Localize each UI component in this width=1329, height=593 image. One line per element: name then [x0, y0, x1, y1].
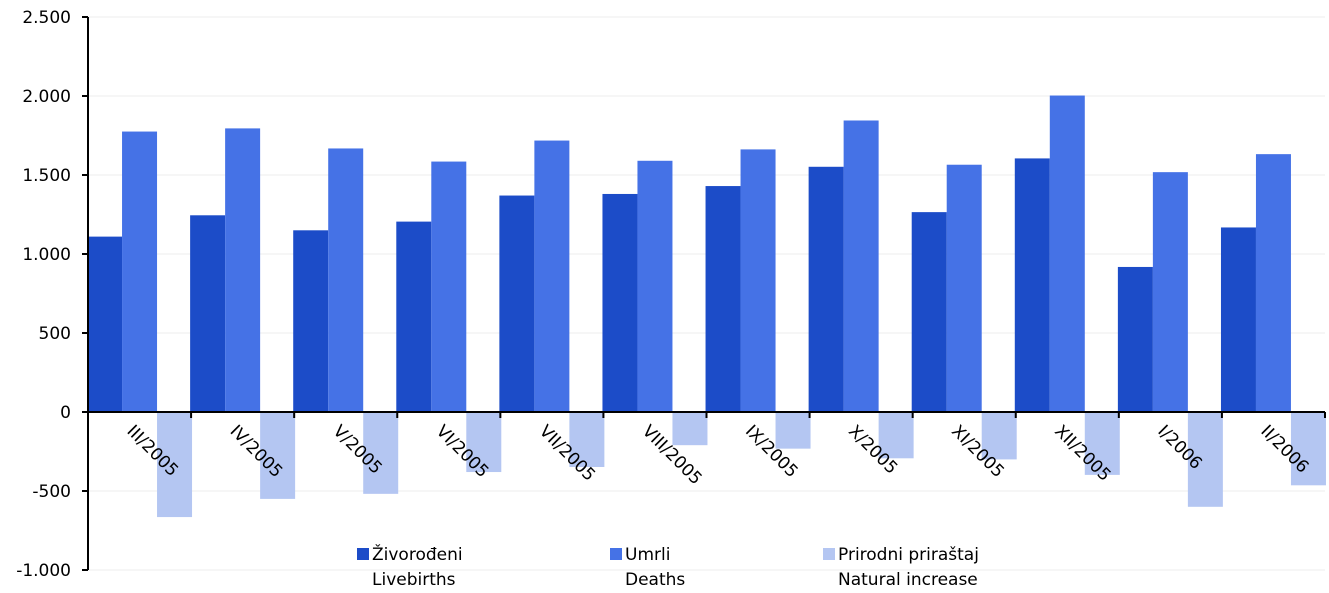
bar-natural-increase [878, 412, 914, 459]
y-tick-label: 500 [39, 324, 71, 344]
bar-natural-increase [672, 412, 708, 446]
bar-deaths [637, 160, 673, 412]
bar-deaths [122, 131, 158, 413]
y-tick-label: -1.000 [16, 561, 71, 581]
y-tick-label: 0 [60, 403, 71, 423]
bar-livebirths [1014, 158, 1050, 412]
bar-natural-increase [466, 412, 502, 473]
bar-deaths [843, 120, 879, 413]
bar-natural-increase [981, 412, 1017, 460]
bar-deaths [740, 149, 776, 413]
bar-natural-increase [260, 412, 296, 499]
legend: Živorođeni Livebirths Umrli Deaths Prirodni … [357, 543, 979, 590]
bar-livebirths [808, 166, 844, 412]
bar-deaths [534, 140, 570, 412]
bar-natural-increase [363, 412, 399, 494]
bar-deaths [1049, 95, 1085, 412]
y-tick-labels: 2.500 2.000 1.500 1.000 500 0 -500 -1.000 [16, 8, 88, 581]
bar-livebirths [499, 195, 535, 412]
legend-label-en-deaths: Deaths [625, 570, 685, 590]
y-tick-label: -500 [32, 482, 71, 502]
bar-natural-increase [157, 412, 193, 518]
legend-label-livebirths: Živorođeni [372, 543, 463, 565]
legend-label-deaths: Umrli [625, 545, 670, 565]
bar-livebirths [705, 186, 741, 412]
bar-livebirths [190, 215, 226, 412]
bar-natural-increase [1187, 412, 1223, 507]
y-tick-label: 1.500 [22, 166, 71, 186]
bar-deaths [1152, 172, 1188, 412]
bars [87, 95, 1326, 518]
legend-label-natural-increase: Prirodni priraštaj [838, 545, 979, 565]
y-tick-label: 2.500 [22, 8, 71, 28]
bar-deaths [1255, 154, 1291, 413]
y-tick-label: 2.000 [22, 87, 71, 107]
legend-swatch-livebirths [357, 548, 369, 560]
legend-label-en-natural-increase: Natural increase [838, 570, 978, 590]
x-tick-marks [190, 412, 1326, 418]
bar-livebirths [87, 236, 123, 412]
legend-label-en-livebirths: Livebirths [372, 570, 456, 590]
legend-swatch-natural-increase [823, 548, 835, 560]
bar-livebirths [602, 193, 638, 412]
bar-natural-increase [569, 412, 605, 467]
y-tick-label: 1.000 [22, 245, 71, 265]
bar-livebirths [293, 230, 329, 412]
bar-deaths [946, 164, 982, 412]
bar-livebirths [1220, 227, 1256, 412]
bar-deaths [431, 161, 467, 412]
bar-livebirths [1117, 266, 1153, 412]
x-category-labels: III/2005 IV/2005 V/2005 VI/2005 VII/2005 VIII… [123, 421, 1313, 489]
bar-deaths [328, 148, 364, 412]
legend-swatch-deaths [610, 548, 622, 560]
bar-natural-increase [775, 412, 811, 449]
bar-deaths [225, 128, 261, 412]
bar-natural-increase [1290, 412, 1326, 486]
bar-natural-increase [1084, 412, 1120, 475]
bar-livebirths [911, 212, 947, 412]
bar-livebirths [396, 221, 432, 412]
